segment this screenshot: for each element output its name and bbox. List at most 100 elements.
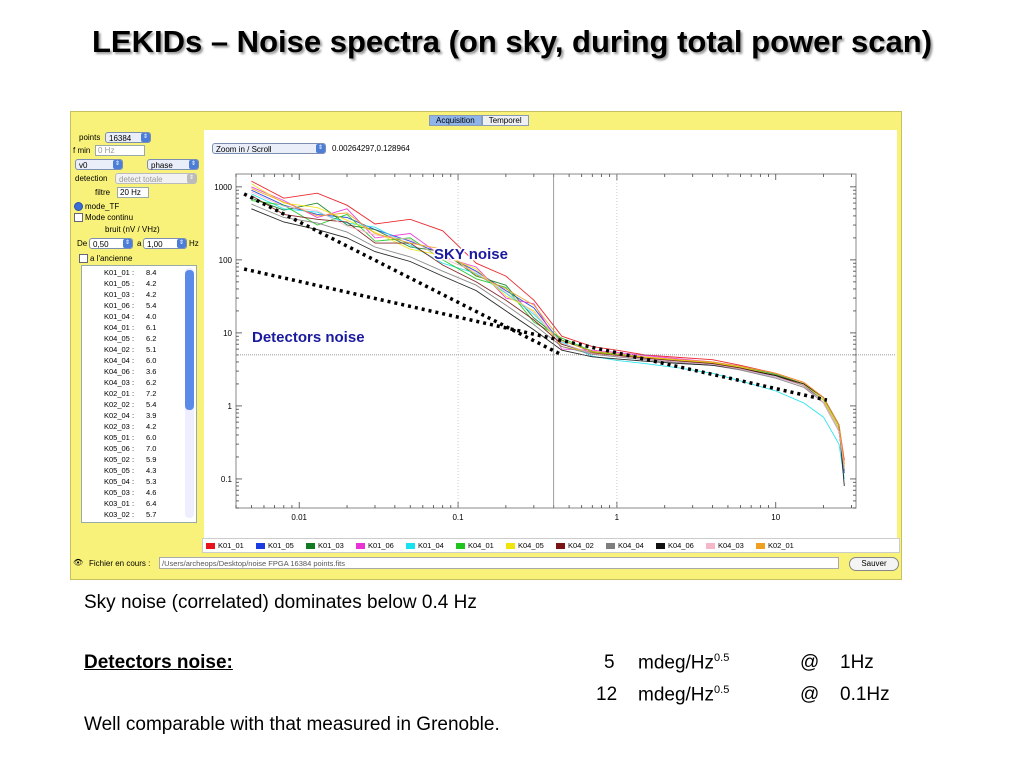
y-tick-label: 1000 [214,183,232,192]
detector-name: K02_01 : [104,389,135,398]
legend-swatch [306,543,315,550]
detector-list-item[interactable]: K01_01 : 8.4 [82,268,182,279]
bruit-label: bruit (nV / VHz) [105,225,160,234]
filtre-input[interactable]: 20 Hz [117,187,149,198]
detector-list-item[interactable]: K01_05 : 4.2 [82,279,182,290]
detector-name: K05_02 : [104,455,135,464]
legend-item: K04_02 [556,541,594,550]
detector-list-item[interactable]: K01_04 : 4.0 [82,312,182,323]
detector-name: K02_04 : [104,411,135,420]
chart-legend: K01_01 K01_05 K01_03 K01_06 K01_04 K04_01 K04_… [202,538,900,553]
file-path-field[interactable]: /Users/archeops/Desktop/noise FPGA 16384… [159,557,839,569]
ancienne-option[interactable]: a l'ancienne [79,254,133,264]
app-window: Acquisition Temporel points 16384 ⇕ f min… [70,111,902,580]
detector-name: K01_05 : [104,279,135,288]
legend-label: K04_06 [668,541,694,550]
sky-noise-statement: Sky noise (correlated) dominates below 0… [84,592,477,613]
legend-label: K01_04 [418,541,444,550]
points-select[interactable]: 16384 ⇕ [105,132,151,143]
detector-list-item[interactable]: K04_04 : 6.0 [82,356,182,367]
tab-bar: Acquisition Temporel [429,115,529,126]
de-label: De [77,239,88,248]
detector-value: 6.2 [146,378,157,387]
mode-continu-option[interactable]: Mode continu [74,213,133,223]
detector-name: K05_04 : [104,477,135,486]
detector-name: K01_06 : [104,301,135,310]
detector-value: 8.4 [146,268,157,277]
eye-icon[interactable]: 👁 [73,558,84,567]
detector-name: K01_04 : [104,312,135,321]
phase-select[interactable]: phase ⇕ [147,159,199,170]
noise-spectrum-chart[interactable]: 0.01 0.1 1 10 0.1 1 10 100 1000 SKY noise Detector… [204,130,897,538]
detector-list-item[interactable]: K04_02 : 5.1 [82,345,182,356]
detector-list-item[interactable]: K02_03 : 4.2 [82,422,182,433]
legend-swatch [406,543,415,550]
scrollbar-thumb[interactable] [185,270,194,410]
detector-list-item[interactable]: K05_04 : 5.3 [82,477,182,488]
det-row1-freq: 1Hz [840,652,874,673]
detector-list-item[interactable]: K04_01 : 6.1 [82,323,182,334]
detector-name: K02_03 : [104,422,135,431]
chevron-updown-icon: ⇕ [189,160,198,169]
detector-value: 4.2 [146,290,157,299]
detector-list-item[interactable]: K05_03 : 4.6 [82,488,182,499]
det-row1-at: @ [800,652,820,673]
detector-value: 6.1 [146,323,157,332]
phase-value: phase [151,161,173,170]
x-tick-label: 1 [615,513,620,522]
detector-value: 4.0 [146,312,157,321]
detector-list-item[interactable]: K02_02 : 5.4 [82,400,182,411]
detector-list-item[interactable]: K05_05 : 4.3 [82,466,182,477]
detector-value: 6.0 [146,433,157,442]
mode-tf-option[interactable]: mode_TF [74,202,119,212]
detector-list-item[interactable]: K04_05 : 6.2 [82,334,182,345]
list-scrollbar[interactable] [185,268,194,518]
v0-value: v0 [79,161,88,170]
detector-list-item[interactable]: K01_06 : 5.4 [82,301,182,312]
detector-value: 5.4 [146,301,157,310]
v0-select[interactable]: v0 ⇕ [75,159,123,170]
save-button[interactable]: Sauver [849,557,899,571]
detector-name: K04_06 : [104,367,135,376]
detector-list-item[interactable]: K01_03 : 4.2 [82,290,182,301]
filtre-label: filtre [95,188,111,197]
fichier-label: Fichier en cours : [89,559,151,568]
fmin-label: f min [73,146,91,155]
det-row1-unit: mdeg/Hz0.5 [638,652,730,674]
series-line-K04_01 [251,200,845,469]
detector-list-item[interactable]: K04_06 : 3.6 [82,367,182,378]
detector-list[interactable]: K01_01 : 8.4 K01_05 : 4.2 K01_03 : 4.2 K01_06 … [81,265,197,523]
zoom-mode-select[interactable]: Zoom in / Scroll ⇕ [212,143,326,154]
chevron-updown-icon: ⇕ [187,174,196,183]
tab-acquisition[interactable]: Acquisition [429,115,482,126]
de-value: 0,50 [93,240,109,249]
detector-list-item[interactable]: K02_01 : 7.2 [82,389,182,400]
detector-list-item[interactable]: K05_01 : 6.0 [82,433,182,444]
plot-panel: Zoom in / Scroll ⇕ 0.00264297,0.128964 0.… [204,130,897,538]
legend-label: K01_06 [368,541,394,550]
chevron-updown-icon: ⇕ [141,133,150,142]
checkbox-icon [74,213,83,223]
slide-title: LEKIDs – Noise spectra (on sky, during t… [91,24,933,59]
legend-item: K04_03 [706,541,744,550]
detector-value: 5.7 [146,510,157,519]
detector-list-item[interactable]: K04_03 : 6.2 [82,378,182,389]
detector-list-item[interactable]: K02_04 : 3.9 [82,411,182,422]
detector-name: K05_03 : [104,488,135,497]
detector-list-item[interactable]: K05_06 : 7.0 [82,444,182,455]
detector-name: K03_01 : [104,499,135,508]
detector-list-item[interactable]: K03_01 : 6.4 [82,499,182,510]
fmin-input[interactable]: 0 Hz [95,145,145,156]
a-stepper[interactable]: 1,00 ⇕ [143,238,187,249]
checkbox-icon [79,254,88,264]
legend-swatch [456,543,465,550]
de-stepper[interactable]: 0,50 ⇕ [89,238,133,249]
detector-list-item[interactable]: K03_02 : 5.7 [82,510,182,521]
legend-swatch [706,543,715,550]
legend-label: K02_01 [768,541,794,550]
ancienne-label: a l'ancienne [90,254,133,263]
tab-temporel[interactable]: Temporel [481,115,529,126]
detector-list-item[interactable]: K05_02 : 5.9 [82,455,182,466]
legend-label: K04_03 [718,541,744,550]
detector-value: 6.4 [146,499,157,508]
